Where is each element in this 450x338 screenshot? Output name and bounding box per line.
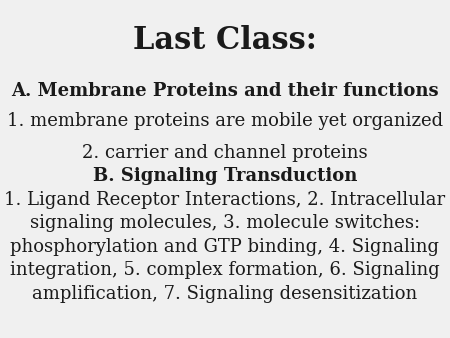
Text: 2. carrier and channel proteins: 2. carrier and channel proteins (82, 144, 368, 162)
Text: integration, 5. complex formation, 6. Signaling: integration, 5. complex formation, 6. Si… (10, 261, 440, 279)
Text: 1. Ligand Receptor Interactions, 2. Intracellular: 1. Ligand Receptor Interactions, 2. Intr… (4, 191, 446, 209)
Text: amplification, 7. Signaling desensitization: amplification, 7. Signaling desensitizat… (32, 285, 418, 303)
Text: 1. membrane proteins are mobile yet organized: 1. membrane proteins are mobile yet orga… (7, 112, 443, 130)
Text: B. Signaling Transduction: B. Signaling Transduction (93, 167, 357, 185)
Text: phosphorylation and GTP binding, 4. Signaling: phosphorylation and GTP binding, 4. Sign… (10, 238, 440, 256)
Text: Last Class:: Last Class: (133, 25, 317, 56)
Text: signaling molecules, 3. molecule switches:: signaling molecules, 3. molecule switche… (30, 214, 420, 232)
Text: A. Membrane Proteins and their functions: A. Membrane Proteins and their functions (11, 82, 439, 100)
